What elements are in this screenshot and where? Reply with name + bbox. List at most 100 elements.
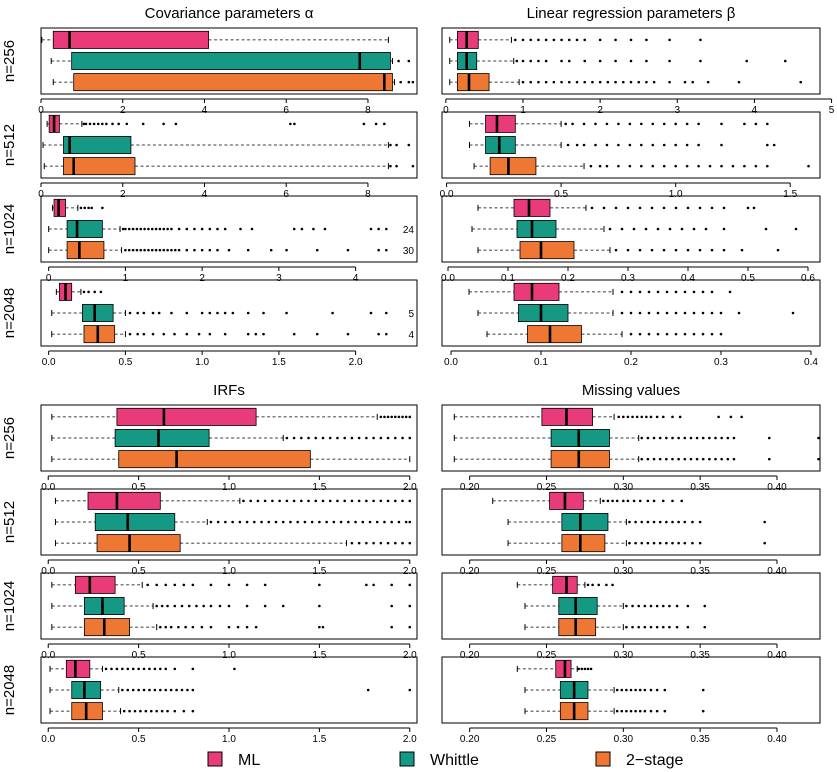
box-ml [54,491,412,510]
outlier-point [580,667,584,671]
outlier-point [263,499,267,503]
outlier-point [544,38,548,42]
box-panel: 0.0 0.1 0.2 0.3 0.4 [441,279,821,368]
box-ml [49,659,236,678]
outlier-point [737,80,741,84]
outlier-point [292,227,296,231]
outlier-point [374,122,378,126]
outlier-point [691,541,694,545]
outlier-point [560,38,563,42]
outlier-point [162,122,165,126]
x-tick-label: 0.20 [460,650,480,661]
outlier-point [300,499,303,503]
outlier-point [267,520,271,524]
outlier-point [166,709,169,713]
outlier-point [583,80,587,84]
outlier-point [695,457,699,461]
iqr-box [65,659,91,678]
iqr-box [513,282,560,301]
box-panel: 0 1 2 3 4 5 Linear regression parameters β [441,5,835,116]
outlier-point [807,164,810,168]
outlier-point [629,688,633,692]
outlier-point [245,520,249,524]
outlier-point [628,122,632,126]
outlier-point [200,625,204,629]
outlier-point [177,625,180,629]
outlier-point [662,164,666,168]
iqr-box [558,597,598,615]
outlier-point [395,143,398,147]
outlier-point [318,583,321,587]
outlier-point [799,80,803,84]
x-tick-label: 0 [443,105,449,116]
outlier-point [195,604,198,608]
outlier-point [699,59,702,63]
outlier-point [683,457,687,461]
outlier-point [629,290,633,294]
outlier-point [665,311,669,315]
outlier-point [529,38,533,42]
row-label: n=512 [1,124,18,166]
iqr-box [87,491,161,510]
outlier-point [710,311,714,315]
outlier-point [598,59,602,63]
outlier-point [191,625,195,629]
outlier-point [386,541,390,545]
outlier-point [175,688,178,692]
outlier-point [605,143,609,147]
outlier-point [191,583,195,587]
outlier-point [674,332,678,336]
outlier-point [589,164,593,168]
x-tick-label: 0 [38,105,44,116]
x-tick-label: 8 [365,189,371,200]
outlier-point [662,248,666,252]
outlier-point [408,499,412,503]
outlier-point [397,59,400,63]
legend-swatch-ml [207,751,223,767]
outlier-point [131,227,135,231]
outlier-point [621,80,625,84]
outlier-point [717,415,720,419]
outlier-point [328,499,332,503]
outlier-point [537,38,540,42]
outlier-point [575,80,579,84]
outlier-point [635,415,639,419]
outlier-point [640,415,644,419]
outlier-point [638,709,642,713]
box-panel: 0 2 4 6 8 Covariance parameters α n=256 [1,5,418,116]
outlier-point [586,667,590,671]
outlier-point [638,206,642,210]
outlier-point [665,436,668,440]
outlier-point [626,415,630,419]
outlier-point [208,332,212,336]
outlier-point [704,227,708,231]
outlier-point [187,604,191,608]
panel-title: Missing values [582,382,680,399]
outlier-point [236,625,240,629]
outlier-point [136,332,139,336]
outlier-point [271,499,274,503]
x-tick-label: 0.1 [534,357,548,368]
outlier-point [529,80,533,84]
outlier-point [640,143,643,147]
legend-swatch-whittle [399,751,415,767]
x-tick-label: 2.0 [403,566,417,577]
x-tick-label: 8 [365,105,371,116]
outlier-point [754,122,758,126]
x-tick-label: 0.5 [132,482,146,493]
outlier-point [278,499,281,503]
outlier-point [328,436,332,440]
outlier-point [88,122,92,126]
outlier-point [216,520,220,524]
outlier-point [357,436,361,440]
x-tick-label: 6 [283,105,289,116]
outlier-point [143,227,146,231]
box-panel: 0.0 0.5 1.0 1.5 2.0 n=512 [1,488,418,577]
panel-frame [441,572,821,640]
outlier-point [385,248,388,252]
outlier-point [566,143,570,147]
outlier-point [93,290,97,294]
outlier-point [159,625,162,629]
box-whittle [51,304,388,322]
box-ml [51,575,412,594]
